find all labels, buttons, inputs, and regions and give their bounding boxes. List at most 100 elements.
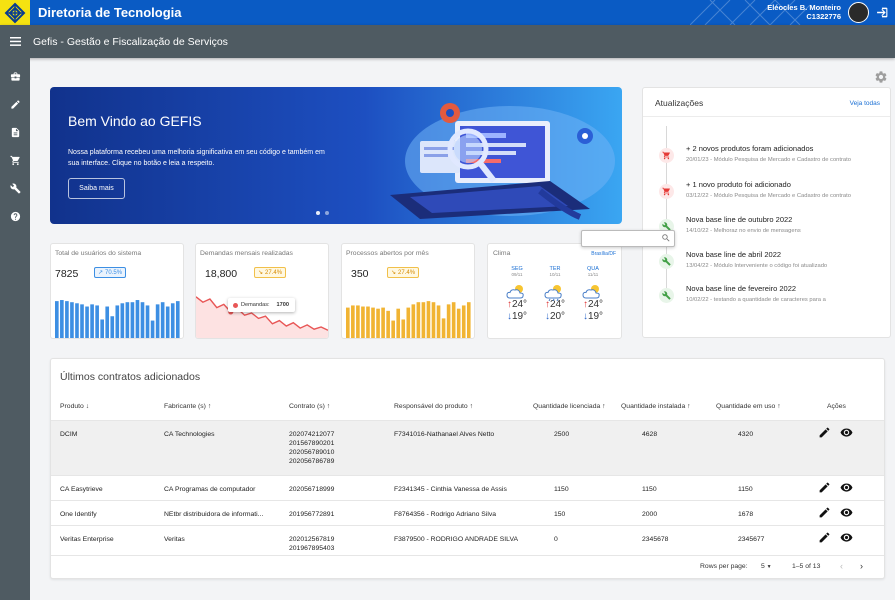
table-row[interactable]: CA Easytrieve CA Programas de computador 2… [51,475,884,500]
chart-bar[interactable] [346,307,350,339]
chart-bar[interactable] [416,302,421,339]
sidebar-item-edit[interactable] [0,90,30,118]
chart-bar[interactable] [110,316,115,339]
chart-bar[interactable] [120,303,125,339]
hamburger-menu-icon[interactable] [0,37,30,46]
chart-bar[interactable] [165,306,170,339]
chart-bar[interactable] [441,318,446,339]
update-item[interactable]: Nova base line de abril 2022 13/04/22 - M… [659,250,889,284]
chart-bar[interactable] [125,302,130,339]
chart-bar[interactable] [55,301,59,339]
chart-bar[interactable] [70,302,74,339]
chart-bar[interactable] [431,302,436,339]
update-item[interactable]: Nova base line de outubro 2022 14/10/22 -… [659,215,889,249]
chart-bar[interactable] [135,300,140,339]
chart-bar[interactable] [381,307,385,339]
chart-bar[interactable] [155,304,160,339]
stat-label: Demandas mensais realizadas [200,250,293,257]
chart-bar[interactable] [386,310,390,339]
chart-bar[interactable] [85,306,89,339]
column-header[interactable]: Quantidade licenciada ↑ [533,403,606,410]
chart-bar[interactable] [366,306,370,339]
chart-bar[interactable] [130,302,135,339]
table-row[interactable]: Veritas Enterprise Veritas 202012567819 20… [51,525,884,555]
sidebar-item-briefcase[interactable] [0,62,30,90]
search-icon[interactable] [661,233,671,243]
chart-bar[interactable] [456,308,461,339]
update-item[interactable]: + 1 novo produto foi adicionado 03/12/22 … [659,180,889,214]
column-header[interactable]: Quantidade instalada ↑ [621,403,691,410]
chart-bar[interactable] [170,303,175,339]
update-subtitle: 20/01/23 - Módulo Pesquisa de Mercado e … [686,157,851,163]
chart-bar[interactable] [426,301,431,339]
view-eye-icon[interactable] [839,426,854,444]
chart-bar[interactable] [436,305,441,339]
chart-bar[interactable] [75,303,79,339]
view-eye-icon[interactable] [839,506,854,524]
chart-bar[interactable] [140,302,145,339]
chart-bar[interactable] [145,305,150,339]
chart-bar[interactable] [466,302,471,339]
chart-bar[interactable] [401,319,406,339]
prev-page-icon[interactable]: ‹ [840,561,843,571]
chart-bar[interactable] [396,308,401,339]
chart-bar[interactable] [80,304,84,339]
chart-bar[interactable] [90,304,94,339]
sidebar-item-document[interactable] [0,118,30,146]
chart-bar[interactable] [421,302,426,339]
chart-bar[interactable] [351,305,355,339]
view-eye-icon[interactable] [839,481,854,499]
chart-bar[interactable] [411,304,416,339]
edit-pencil-icon[interactable] [818,506,831,524]
chart-bar[interactable] [371,307,375,339]
carousel-dots[interactable] [316,211,329,215]
chart-bar[interactable] [115,305,120,339]
column-header[interactable]: Contrato (s) ↑ [289,403,331,410]
chart-bar[interactable] [356,305,360,339]
view-all-link[interactable]: Veja todas [849,100,880,107]
update-item[interactable]: Nova base line de fevereiro 2022 10/02/22… [659,284,889,318]
chart-bar[interactable] [150,320,155,339]
chart-bar[interactable] [95,305,99,339]
chart-bar[interactable] [160,302,165,339]
edit-pencil-icon[interactable] [818,426,831,444]
chart-bar[interactable] [60,300,64,339]
chart-bar[interactable] [100,319,104,339]
chart-bar[interactable] [65,301,69,339]
chart-bar[interactable] [391,320,395,339]
table-row[interactable]: DCIM CA Technologies 202074212077 20156789… [51,420,884,475]
chart-bar[interactable] [451,302,456,339]
sidebar-item-help[interactable] [0,202,30,230]
sidebar-item-cart[interactable] [0,146,30,174]
learn-more-button[interactable]: Saiba mais [68,178,125,199]
user-info[interactable]: Eléocles B. Monteiro C1322776 [767,3,841,21]
chart-bar[interactable] [446,304,451,339]
column-header[interactable]: Ações [827,403,846,410]
weather-city[interactable]: Brasília/DF [591,251,616,257]
next-page-icon[interactable]: › [860,561,863,571]
column-header[interactable]: Quantidade em uso ↑ [716,403,781,410]
logout-icon[interactable] [876,6,889,19]
chart-bar[interactable] [461,305,466,339]
column-header[interactable]: Produto ↓ [60,403,90,410]
column-header[interactable]: Responsável do produto ↑ [394,403,473,410]
table-row[interactable]: One Identify NEtbr distribuidora de infor… [51,500,884,525]
chart-bar[interactable] [105,306,110,339]
table-title: Últimos contratos adicionados [60,371,201,383]
update-item[interactable]: + 2 novos produtos foram adicionados 20/0… [659,144,889,178]
settings-gear-icon[interactable] [874,70,888,84]
chart-series-line[interactable] [196,296,328,331]
rows-per-page-select[interactable]: 5 ▼ [761,563,772,570]
chart-bar[interactable] [376,308,380,339]
updates-title: Atualizações [655,98,704,108]
column-header[interactable]: Fabricante (s) ↑ [164,403,212,410]
view-eye-icon[interactable] [839,531,854,549]
chart-bar[interactable] [406,307,411,339]
edit-pencil-icon[interactable] [818,531,831,549]
sidebar-item-tools[interactable] [0,174,30,202]
chart-bar[interactable] [361,306,365,339]
chart-bar[interactable] [175,301,180,339]
city-search-input[interactable] [581,230,675,247]
avatar[interactable] [848,2,869,23]
edit-pencil-icon[interactable] [818,481,831,499]
